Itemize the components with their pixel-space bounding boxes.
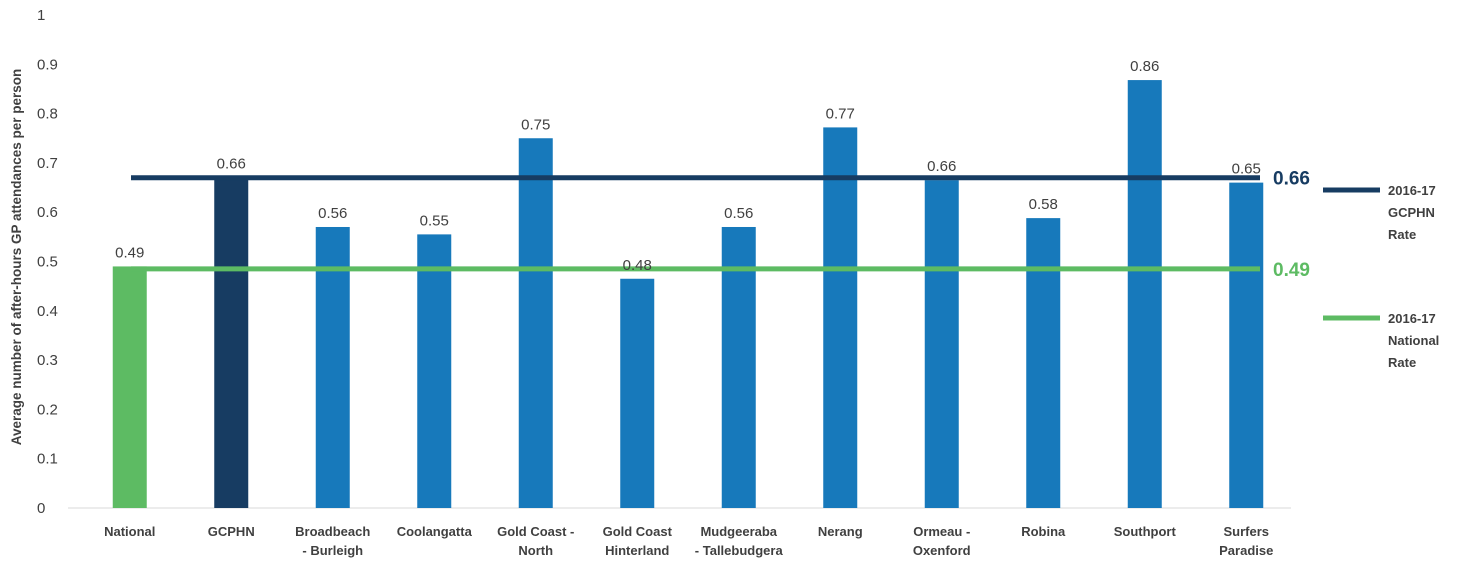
bars	[112, 80, 1264, 509]
y-axis-title-group: Average number of after-hours GP attenda…	[9, 69, 24, 446]
bar	[620, 278, 655, 508]
category-labels: National GCPHN Broadbeach - Burleigh Coolang…	[104, 524, 1273, 558]
data-labels: 0.49 0.66 0.56 0.55 0.75 0.48 0.56 0.77 0.66 0.58…	[115, 58, 1261, 274]
data-label: 0.86	[1130, 58, 1159, 75]
category-label: Southport	[1114, 524, 1177, 539]
data-label: 0.56	[318, 205, 347, 222]
data-label: 0.77	[826, 105, 855, 122]
bar	[721, 226, 756, 509]
category-label: Surfers Paradise	[1219, 524, 1273, 558]
category-label: National	[104, 524, 155, 539]
bar	[518, 138, 553, 508]
data-label: 0.56	[724, 205, 753, 222]
y-axis-ticks: 0 0.1 0.2 0.3 0.4 0.5 0.6 0.7 0.8 0.9 1	[37, 7, 58, 517]
y-tick-label: 0.5	[37, 254, 58, 271]
category-label: Nerang	[818, 524, 863, 539]
category-label: Gold Coast Hinterland	[603, 524, 673, 558]
bar	[417, 234, 452, 508]
y-tick-label: 1	[37, 7, 45, 24]
category-label: Ormeau -Oxenford	[913, 524, 971, 558]
data-label: 0.55	[420, 212, 449, 229]
y-axis-title: Average number of after-hours GP attenda…	[9, 69, 24, 446]
category-label: Mudgeeraba - Tallebudgera	[695, 524, 784, 558]
legend-label: 2016-17 National Rate	[1388, 311, 1439, 370]
y-tick-label: 0.1	[37, 451, 58, 468]
category-label: Robina	[1021, 524, 1066, 539]
bar	[112, 266, 147, 508]
legend-label: 2016-17 GCPHN Rate	[1388, 183, 1436, 242]
reference-line-label: 0.49	[1273, 260, 1310, 281]
reference-lines: 0.66 0.49	[131, 169, 1310, 281]
y-tick-label: 0.2	[37, 401, 58, 418]
reference-line-label: 0.66	[1273, 169, 1310, 190]
bar	[1026, 218, 1061, 508]
y-tick-label: 0.8	[37, 106, 58, 123]
y-tick-label: 0.6	[37, 204, 58, 221]
data-label: 0.65	[1232, 161, 1261, 178]
data-label: 0.66	[927, 158, 956, 175]
data-label: 0.58	[1029, 196, 1058, 213]
bar	[823, 127, 858, 509]
category-label: GCPHN	[208, 524, 255, 539]
category-label: Gold Coast -North	[497, 524, 574, 558]
data-label: 0.66	[217, 156, 246, 173]
y-tick-label: 0.7	[37, 155, 58, 172]
y-tick-label: 0.9	[37, 56, 58, 73]
data-label: 0.49	[115, 244, 144, 261]
data-label: 0.48	[623, 257, 652, 274]
y-tick-label: 0	[37, 500, 45, 517]
y-tick-label: 0.4	[37, 303, 58, 320]
bar	[1127, 80, 1162, 509]
bar	[1229, 182, 1264, 508]
category-label: Coolangatta	[397, 524, 473, 539]
bar	[924, 180, 959, 508]
legend: 2016-17 GCPHN Rate 2016-17 National Rate	[1323, 183, 1439, 370]
category-label: Broadbeach - Burleigh	[295, 524, 370, 558]
y-tick-label: 0.3	[37, 352, 58, 369]
bar	[315, 226, 350, 509]
bar	[214, 177, 249, 508]
data-label: 0.75	[521, 116, 550, 133]
